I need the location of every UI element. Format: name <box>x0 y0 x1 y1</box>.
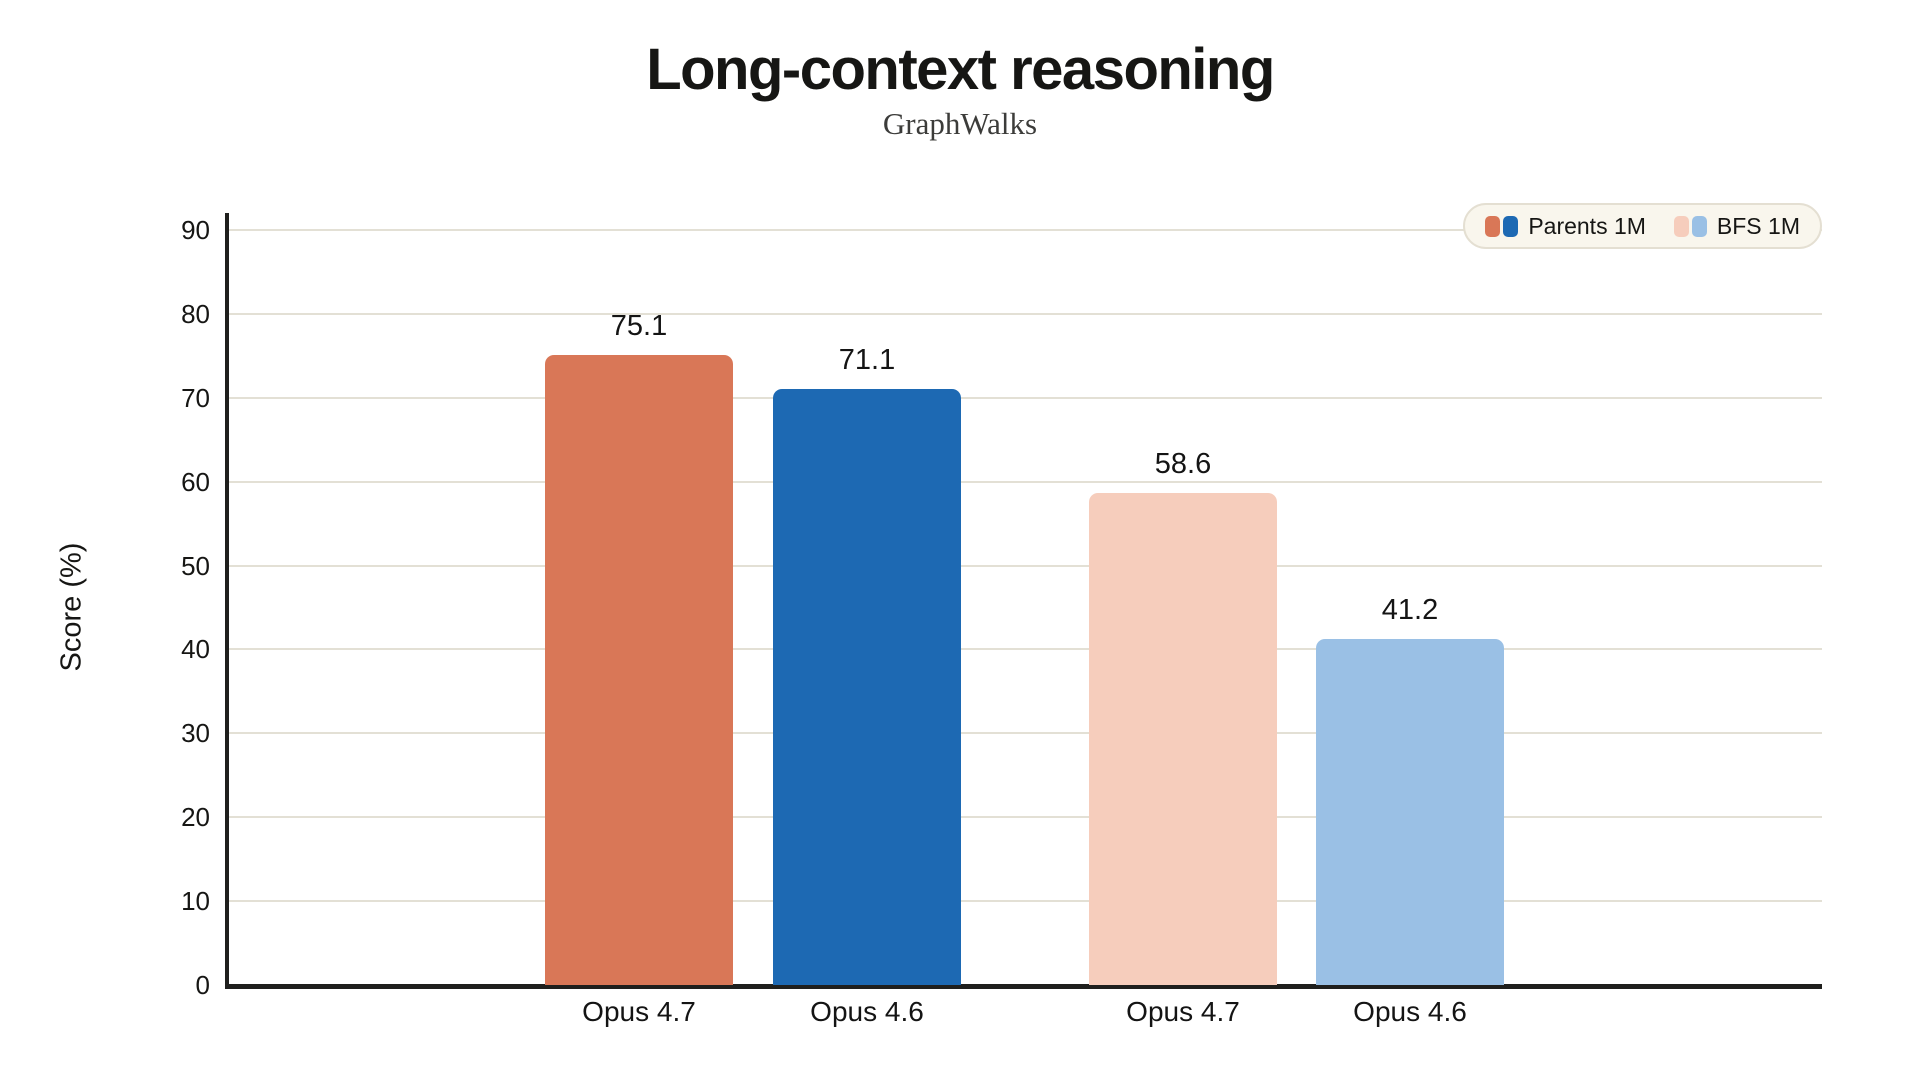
gridline-90 <box>228 229 1822 231</box>
chart-title: Long-context reasoning <box>646 37 1275 102</box>
gridline-30 <box>228 732 1822 735</box>
x-axis-line <box>225 984 1822 989</box>
y-tick-label-50: 50 <box>181 550 210 581</box>
y-tick-label-90: 90 <box>181 215 210 245</box>
y-tick-label-30: 30 <box>181 718 210 749</box>
y-tick-label-40: 40 <box>181 634 210 665</box>
y-tick-label-70: 70 <box>181 382 210 413</box>
y-tick-label-80: 80 <box>181 298 210 329</box>
legend-label: Parents 1M <box>1528 212 1646 239</box>
legend-swatch-icon <box>1691 215 1707 237</box>
legend-entry-bfs-1m: BFS 1M <box>1673 212 1800 240</box>
legend-swatch-pair <box>1673 215 1707 237</box>
legend-swatch-icon <box>1503 215 1519 237</box>
legend-swatch-icon <box>1485 215 1501 237</box>
gridline-70 <box>228 396 1822 399</box>
x-tick-label: Opus 4.6 <box>810 996 924 1027</box>
bar-value-label: 75.1 <box>610 309 668 342</box>
x-tick-label: Opus 4.7 <box>582 996 696 1027</box>
bar-value-label: 58.6 <box>1154 448 1212 481</box>
gridline-60 <box>228 480 1822 483</box>
gridline-80 <box>228 312 1822 315</box>
legend-entry-parents-1m: Parents 1M <box>1485 213 1646 240</box>
bar-bfs-1m-opus-4.6 <box>1316 639 1504 985</box>
y-tick-label-10: 10 <box>181 886 210 917</box>
legend-swatch-pair <box>1485 215 1519 237</box>
gridline-20 <box>228 816 1822 819</box>
y-axis-line <box>225 213 229 989</box>
gridline-50 <box>228 564 1822 567</box>
y-tick-label-20: 20 <box>181 802 210 833</box>
y-axis-label-text: Score (%) <box>55 542 88 672</box>
gridline-10 <box>228 900 1822 903</box>
bar-value-label: 71.1 <box>838 343 896 376</box>
legend: Parents 1M BFS 1M <box>1463 203 1822 249</box>
gridline-40 <box>228 648 1822 651</box>
bar-parents-1m-opus-4.6 <box>773 388 961 985</box>
x-tick-label: Opus 4.7 <box>1126 996 1240 1027</box>
chart-subtitle: GraphWalks <box>882 106 1038 141</box>
bar-value-label: 41.2 <box>1381 594 1439 627</box>
y-tick-label-0: 0 <box>195 970 210 1000</box>
legend-label: BFS 1M <box>1716 212 1800 239</box>
y-tick-label-60: 60 <box>181 466 210 497</box>
bar-parents-1m-opus-4.7 <box>545 354 733 985</box>
bar-bfs-1m-opus-4.7 <box>1089 493 1277 985</box>
legend-swatch-icon <box>1673 215 1689 237</box>
x-tick-label: Opus 4.6 <box>1353 996 1467 1027</box>
